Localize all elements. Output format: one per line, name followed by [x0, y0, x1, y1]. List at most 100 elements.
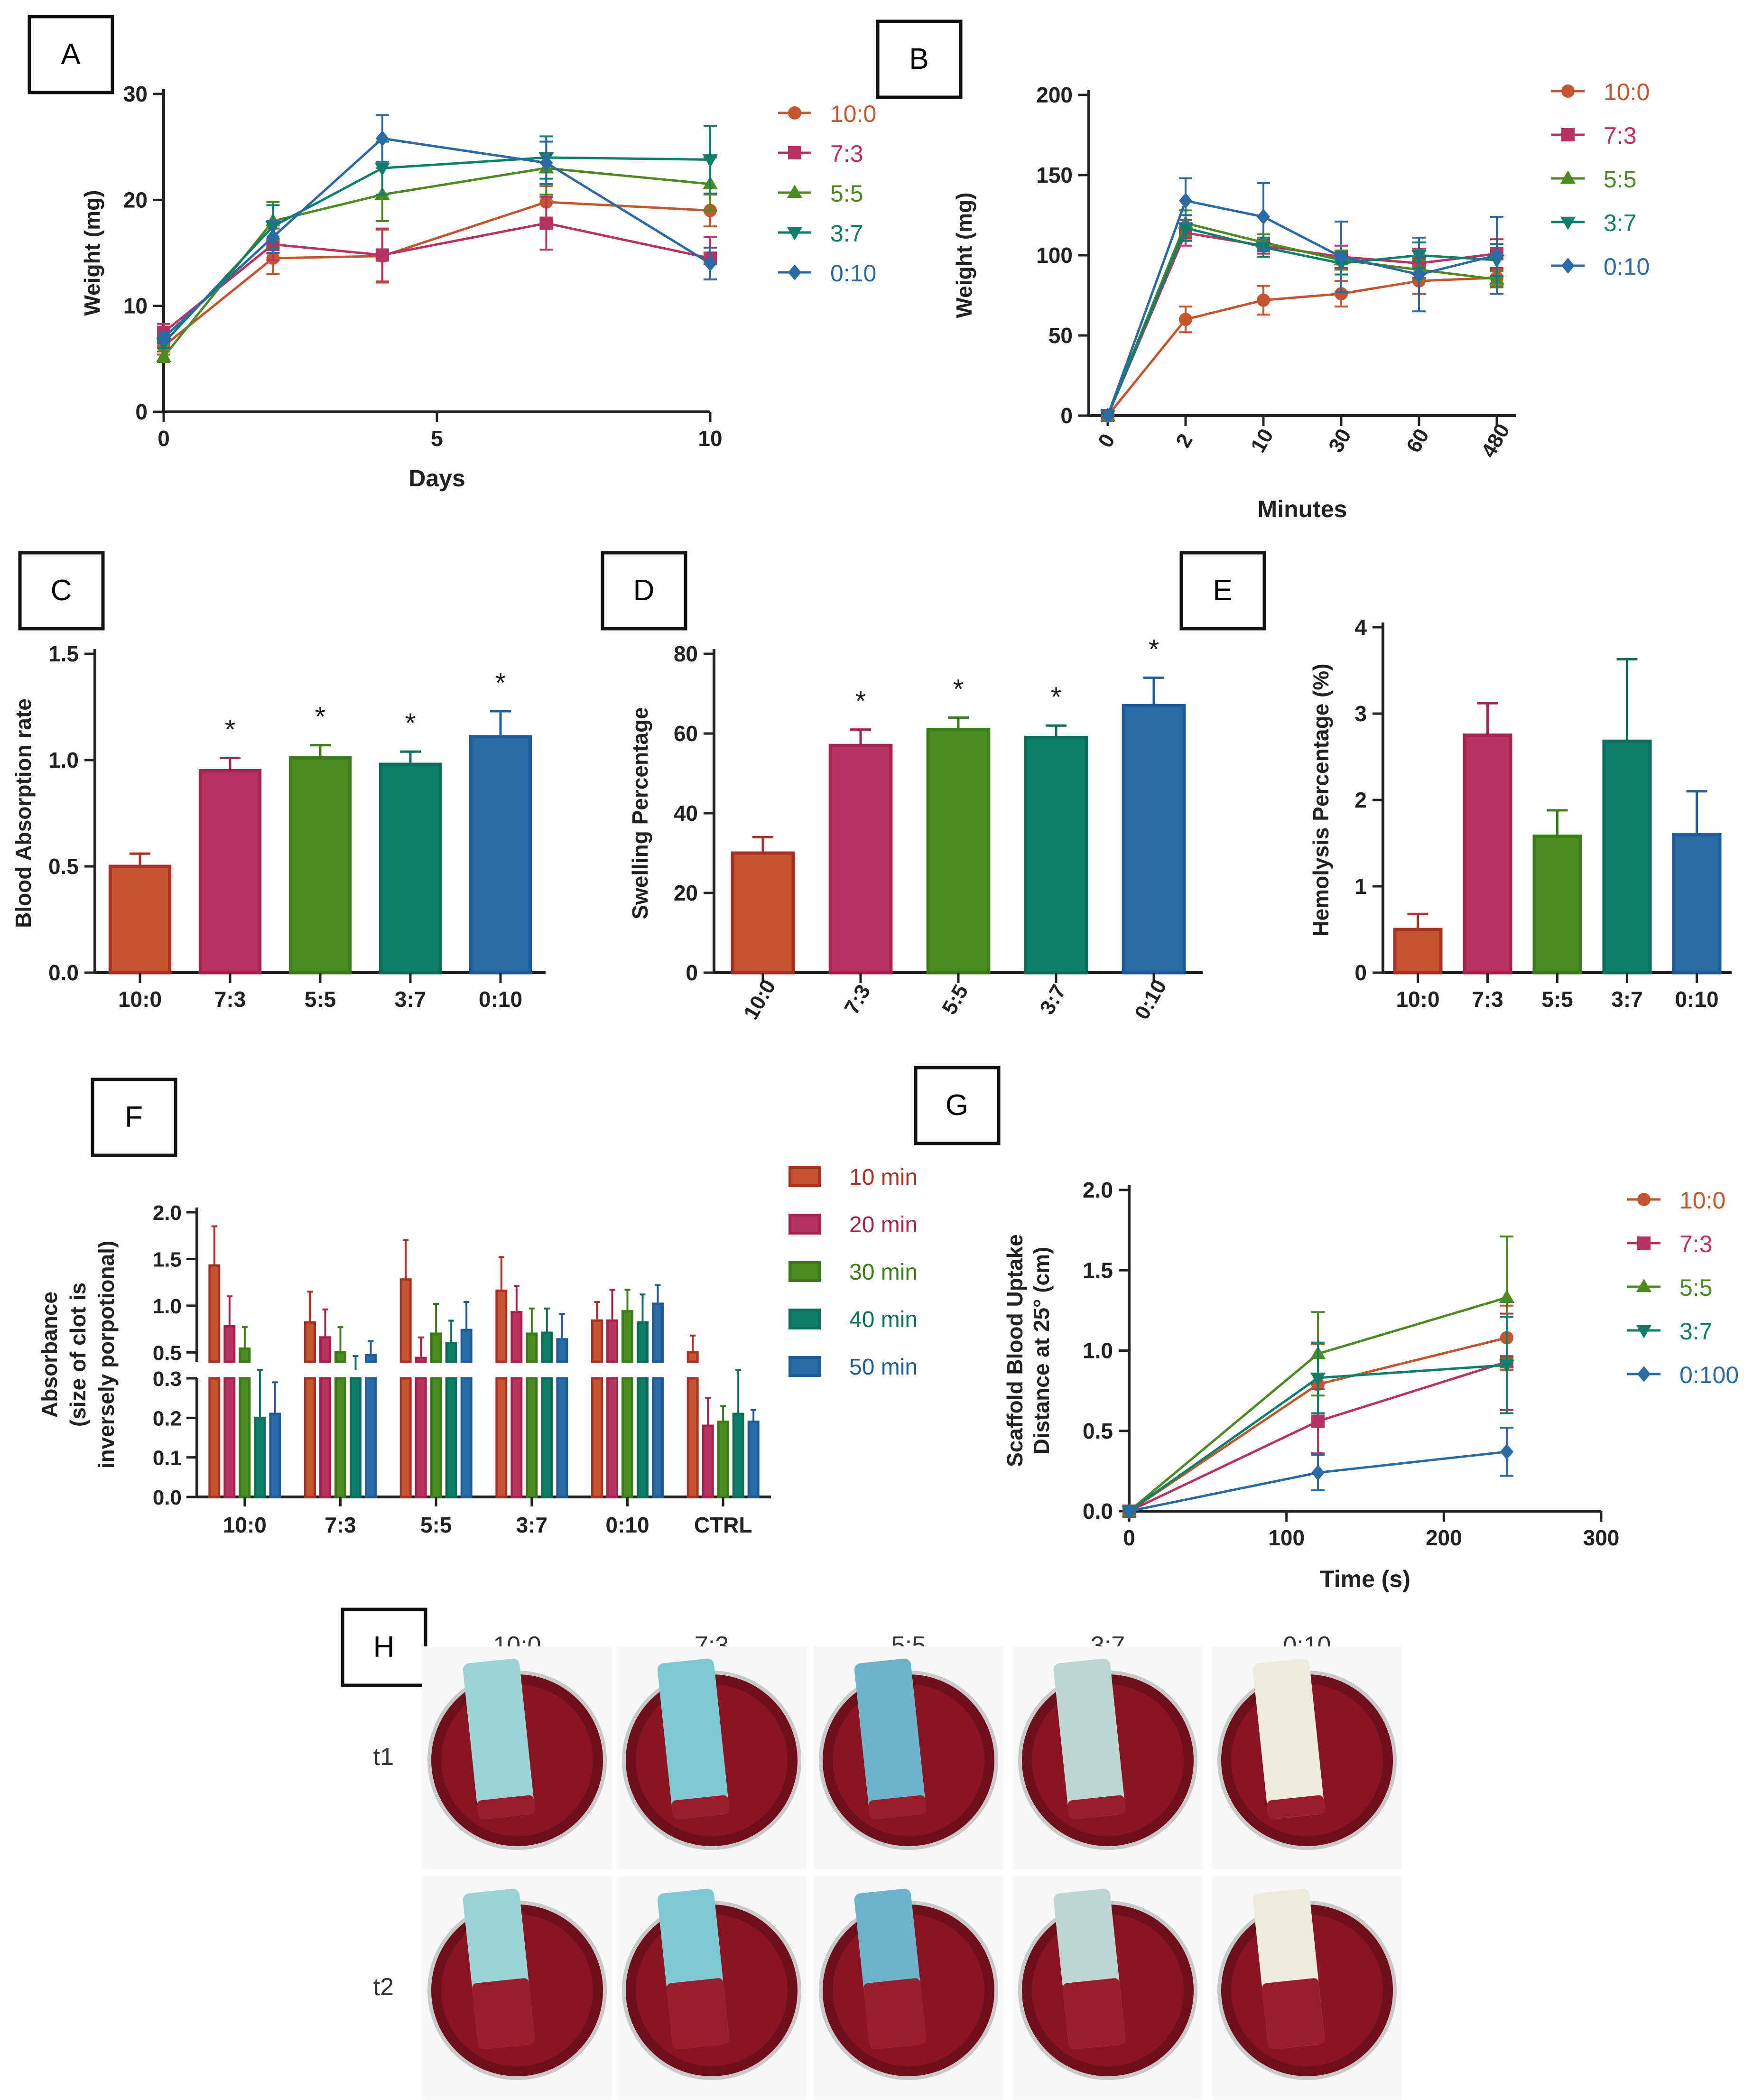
absorbed-blood-tip [477, 1795, 535, 1820]
x-tick-label: 3:7 [395, 987, 426, 1012]
chart-e-hemolysis: 0 1 2 3 4 10:0 7:3 5:5 3:7 0:10 Hemolysis Percenta… [1308, 615, 1732, 1012]
data-point-0:100 [1122, 1503, 1136, 1519]
panel-label-h: H [341, 1608, 427, 1687]
y-tick-label: 1.0 [153, 1295, 182, 1318]
x-tick-label: 10 [1246, 425, 1278, 456]
legend-label-10:0: 10:0 [1679, 1187, 1725, 1214]
bar-30 min [334, 1351, 346, 1363]
legend-label-7:3: 7:3 [830, 140, 863, 167]
y-tick-label: 150 [1036, 163, 1073, 187]
data-point-0:10 [1101, 408, 1114, 424]
data-point-3:7 [1310, 1372, 1326, 1386]
data-point-3:7 [374, 163, 390, 177]
y-tick-label: 0.3 [153, 1367, 182, 1391]
scaffold-strip [1053, 1658, 1125, 1819]
y-tick-label: 1.0 [1083, 1338, 1113, 1363]
data-point-0:10 [1257, 209, 1270, 225]
legend-swatch-20 min [788, 1214, 821, 1235]
bar-20 min [319, 1336, 331, 1363]
series-line-3:7 [1106, 226, 1497, 416]
y-tick-label: 80 [674, 641, 698, 666]
y-tick-label: 1.5 [48, 641, 79, 666]
bar-40 min [541, 1331, 553, 1363]
legend-label-10:0: 10:0 [1604, 79, 1650, 105]
x-tick-label: 7:3 [214, 987, 246, 1012]
x-tick-label: 5:5 [1541, 987, 1573, 1012]
data-point-10:0 [1179, 313, 1192, 326]
data-point-7:3 [1311, 1414, 1325, 1428]
y-tick-label: 0.5 [1083, 1419, 1113, 1443]
x-tick-label: 3:7 [1611, 987, 1642, 1012]
y-tick-label: 1.5 [1083, 1258, 1113, 1282]
y-tick-label: 0 [686, 960, 698, 985]
data-point-5:5 [156, 349, 172, 362]
legend-marker-0:100 [1637, 1366, 1651, 1382]
data-point-0:10 [375, 130, 389, 147]
bar-lower-40 min [350, 1377, 362, 1498]
x-tick-label: 200 [1426, 1525, 1462, 1550]
y-tick-label: 200 [1036, 83, 1073, 107]
series-line-7:3 [163, 222, 711, 334]
bar-lower-10 min [399, 1377, 412, 1498]
data-point-0:10 [1412, 266, 1426, 283]
legend-label-50 min: 50 min [849, 1355, 918, 1380]
bar-lower-40 min [445, 1377, 457, 1498]
legend-label-0:10: 0:10 [1604, 253, 1650, 280]
legend-marker-10:0 [1637, 1193, 1651, 1206]
bar-50 min [747, 1421, 760, 1498]
legend-label-0:10: 0:10 [830, 260, 876, 287]
x-tick-label: 7:3 [840, 981, 875, 1019]
photo-row-label-t2: t2 [373, 1973, 394, 2001]
scaffold-strip [1252, 1658, 1325, 1819]
bar-20 min [415, 1357, 427, 1363]
bar-lower-20 min [606, 1377, 618, 1498]
data-point-3:7 [1178, 223, 1194, 236]
x-tick-label: 3:7 [516, 1513, 547, 1537]
absorbed-blood-tip [1267, 1795, 1325, 1820]
bar-10:0 [1393, 928, 1443, 975]
panel-label-g: G [914, 1066, 1001, 1145]
x-tick-label: 0 [158, 426, 170, 451]
legend-label-10:0: 10:0 [830, 101, 876, 127]
legend-swatch-50 min [788, 1356, 821, 1377]
y-axis-title-line: Scaffold Blood Uptake [1002, 1234, 1027, 1467]
significance-star: * [495, 668, 506, 698]
data-point-0:10 [704, 255, 717, 272]
y-tick-label: 2.0 [1083, 1178, 1113, 1202]
bar-0:10 [1672, 833, 1722, 975]
y-axis-title: Hemolysis Percentage (%) [1308, 663, 1333, 936]
y-tick-label: 10 [123, 294, 148, 318]
bar-10 min [495, 1289, 508, 1363]
legend-swatch-40 min [788, 1309, 821, 1329]
legend-marker-5:5 [1636, 1279, 1652, 1292]
scaffold-strip [657, 1658, 729, 1819]
chart-a-weight-days: 0 10 20 30 0 5 10 Days Weight (mg) 10:0 7:3 5:5 3:7 0… [80, 82, 876, 492]
legend-marker-10:0 [1561, 84, 1575, 98]
data-point-0:10 [266, 229, 280, 245]
panel-label-d: D [601, 551, 687, 631]
legend-marker-7:3 [1561, 128, 1575, 141]
significance-star: * [855, 686, 866, 717]
data-point-10:0 [1335, 287, 1348, 301]
bar-lower-50 min [365, 1377, 377, 1498]
bar-0:10 [1122, 704, 1186, 975]
x-tick-label: 10:0 [118, 987, 162, 1012]
bar-lower-50 min [652, 1377, 664, 1498]
bar-3:7 [379, 762, 442, 975]
y-axis-title: Weight (mg) [952, 193, 976, 318]
y-tick-label: 100 [1036, 243, 1073, 268]
bar-10 min [591, 1319, 603, 1363]
legend-label-7:3: 7:3 [1604, 122, 1637, 149]
y-axis-title-line: Distance at 25° (cm) [1029, 1247, 1054, 1455]
x-tick-label: 30 [1324, 425, 1356, 456]
x-tick-label: 10:0 [1396, 987, 1439, 1012]
x-tick-label: 60 [1402, 425, 1434, 456]
legend-swatch-30 min [788, 1261, 821, 1282]
x-tick-label: 0 [1123, 1525, 1135, 1550]
panel-e-text: E [1213, 574, 1232, 607]
bar-10 min [208, 1264, 221, 1363]
y-tick-label: 30 [123, 82, 148, 106]
bar-lower-20 min [510, 1377, 523, 1498]
y-tick-label: 0 [1060, 403, 1073, 428]
